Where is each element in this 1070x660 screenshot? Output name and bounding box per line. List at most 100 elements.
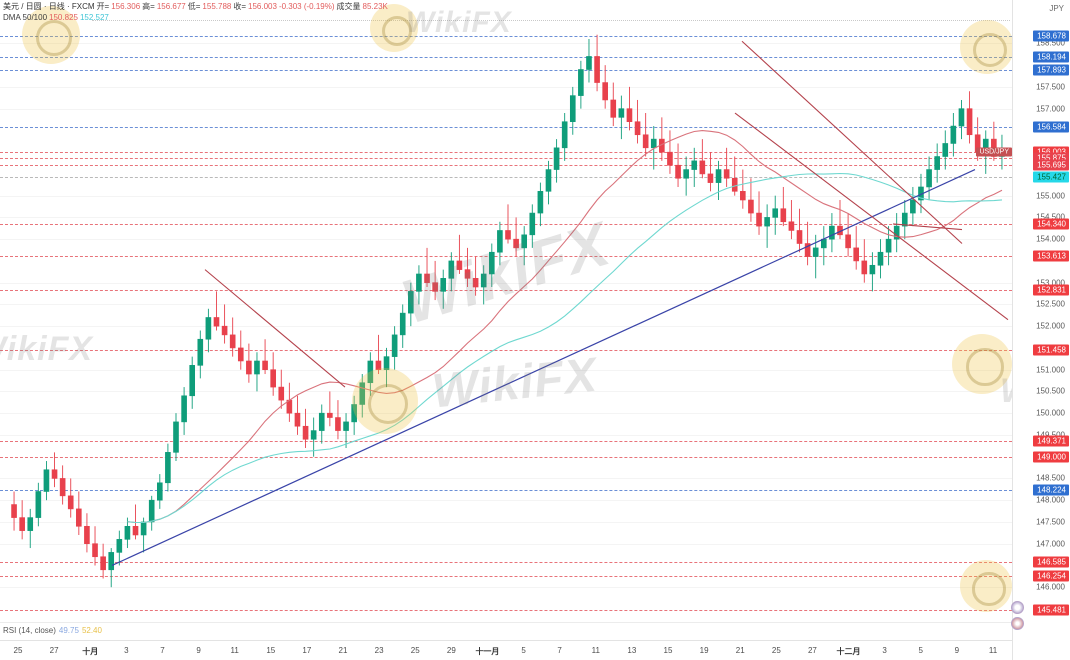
open-value: 156.306 <box>111 2 141 11</box>
change-value: -0.303 (-0.19%) <box>278 2 335 11</box>
price-marker[interactable]: 154.340 <box>1033 218 1069 230</box>
gridline <box>0 108 1012 110</box>
price-marker[interactable]: 153.613 <box>1033 250 1069 262</box>
level-line <box>0 35 1012 37</box>
pair-tag: USD/JPY <box>976 147 1012 157</box>
low-label: 低= <box>187 2 201 11</box>
symbol-row: 美元 / 日圆 · 日线 · FXCM 开= 156.306 高= 156.677 低= 1… <box>3 1 390 12</box>
time-label: 9 <box>954 646 960 655</box>
gridline <box>0 587 1012 589</box>
time-label: 27 <box>807 646 817 655</box>
rsi-indicator-strip[interactable]: RSI (14, close) 49.75 52.40 <box>0 622 1012 640</box>
time-label: 7 <box>160 646 165 655</box>
symbol-label: 美元 / 日圆 · 日线 · FXCM <box>3 2 95 11</box>
dma-value-1: 150.825 <box>49 13 78 22</box>
price-marker[interactable]: 146.254 <box>1033 570 1069 582</box>
gridline <box>0 391 1012 393</box>
low-value: 155.788 <box>202 2 232 11</box>
level-line <box>0 56 1012 58</box>
level-line <box>0 440 1012 442</box>
price-tick: 158.500 <box>1036 38 1065 48</box>
volume-value: 85.23K <box>362 2 388 11</box>
price-tick: 155.000 <box>1036 191 1065 201</box>
gridline <box>0 195 1012 197</box>
high-value: 156.677 <box>156 2 186 11</box>
level-line <box>0 561 1012 563</box>
price-marker[interactable]: 158.194 <box>1033 51 1069 63</box>
dma-value-2: 152.527 <box>79 13 109 22</box>
time-label: 11 <box>988 646 998 655</box>
price-marker[interactable]: 151.458 <box>1033 344 1069 356</box>
price-tick: 157.500 <box>1036 82 1065 92</box>
time-label: 11 <box>591 646 600 655</box>
volume-label: 成交量 <box>336 2 361 11</box>
price-tick: 148.000 <box>1036 495 1065 505</box>
time-label: 3 <box>124 646 129 655</box>
chart-plot-area <box>0 26 1012 622</box>
level-line <box>0 490 1012 492</box>
price-marker[interactable]: 156.003 <box>1033 146 1069 158</box>
time-label: 十月 <box>82 647 99 656</box>
indicator-row: DMA 50/100 150.825 152.527 <box>3 12 390 23</box>
price-axis-title: JPY <box>1049 4 1064 13</box>
level-line <box>0 152 1012 154</box>
time-label: 十一月 <box>475 647 500 656</box>
time-label: 17 <box>302 646 312 655</box>
price-tick: 150.000 <box>1036 408 1065 418</box>
time-axis[interactable]: 25 27 十月 3 7 9 11 15 17 21 23 25 29 十一月 5 7 11 13 15 19 21 25… <box>0 640 1012 660</box>
gridline <box>0 217 1012 219</box>
level-line <box>0 290 1012 292</box>
price-marker[interactable]: 149.371 <box>1033 435 1069 447</box>
rsi-label-group: RSI (14, close) 49.75 52.40 <box>3 626 102 635</box>
close-label: 收= <box>233 2 247 11</box>
gridline <box>0 86 1012 88</box>
gridline <box>0 43 1012 45</box>
level-line <box>0 349 1012 351</box>
price-marker[interactable]: 145.481 <box>1033 604 1069 616</box>
time-label: 25 <box>13 646 23 655</box>
price-marker[interactable]: 146.585 <box>1033 556 1069 568</box>
level-line <box>0 256 1012 257</box>
header-dotted-separator <box>92 20 1010 21</box>
time-label: 7 <box>557 646 562 655</box>
rsi-title: RSI (14, close) <box>3 626 56 635</box>
time-label: 十二月 <box>836 647 861 656</box>
price-tick: 152.500 <box>1036 299 1065 309</box>
usd-coin-icon <box>1011 617 1024 630</box>
gridline <box>0 282 1012 284</box>
price-tick: 153.000 <box>1036 278 1065 288</box>
open-label: 开= <box>96 2 110 11</box>
level-line <box>0 165 1012 167</box>
level-line <box>0 157 1012 159</box>
price-marker[interactable]: 149.000 <box>1033 451 1069 463</box>
price-tick: 147.000 <box>1036 539 1065 549</box>
time-label: 27 <box>49 646 59 655</box>
level-line <box>0 576 1012 578</box>
price-marker[interactable]: 155.875 <box>1033 152 1069 164</box>
level-line <box>0 609 1012 611</box>
price-marker[interactable]: 156.584 <box>1033 121 1069 133</box>
level-line <box>0 69 1012 71</box>
gridline <box>0 369 1012 371</box>
level-line <box>0 224 1012 226</box>
level-line <box>0 126 1012 128</box>
time-label: 15 <box>266 646 276 655</box>
price-marker[interactable]: 155.695 <box>1033 159 1069 171</box>
time-label: 13 <box>627 646 637 655</box>
price-marker[interactable]: 157.893 <box>1033 64 1069 76</box>
price-marker[interactable]: 155.427 <box>1033 171 1069 183</box>
price-tick: 157.000 <box>1036 104 1065 114</box>
price-marker[interactable]: 158.678 <box>1033 30 1069 42</box>
time-label: 29 <box>446 646 456 655</box>
price-marker[interactable]: 152.831 <box>1033 284 1069 296</box>
price-axis[interactable]: JPY 158.500 157.500 157.000 155.000 154.500 1… <box>1012 0 1070 660</box>
price-marker[interactable]: 148.224 <box>1033 484 1069 496</box>
rsi-value-2: 52.40 <box>81 626 102 635</box>
rsi-value-1: 49.75 <box>58 626 79 635</box>
time-label: 5 <box>918 646 923 655</box>
gridline <box>0 326 1012 328</box>
time-label: 11 <box>230 646 239 655</box>
gridline <box>0 304 1012 306</box>
gridline <box>0 434 1012 436</box>
time-label: 19 <box>699 646 709 655</box>
